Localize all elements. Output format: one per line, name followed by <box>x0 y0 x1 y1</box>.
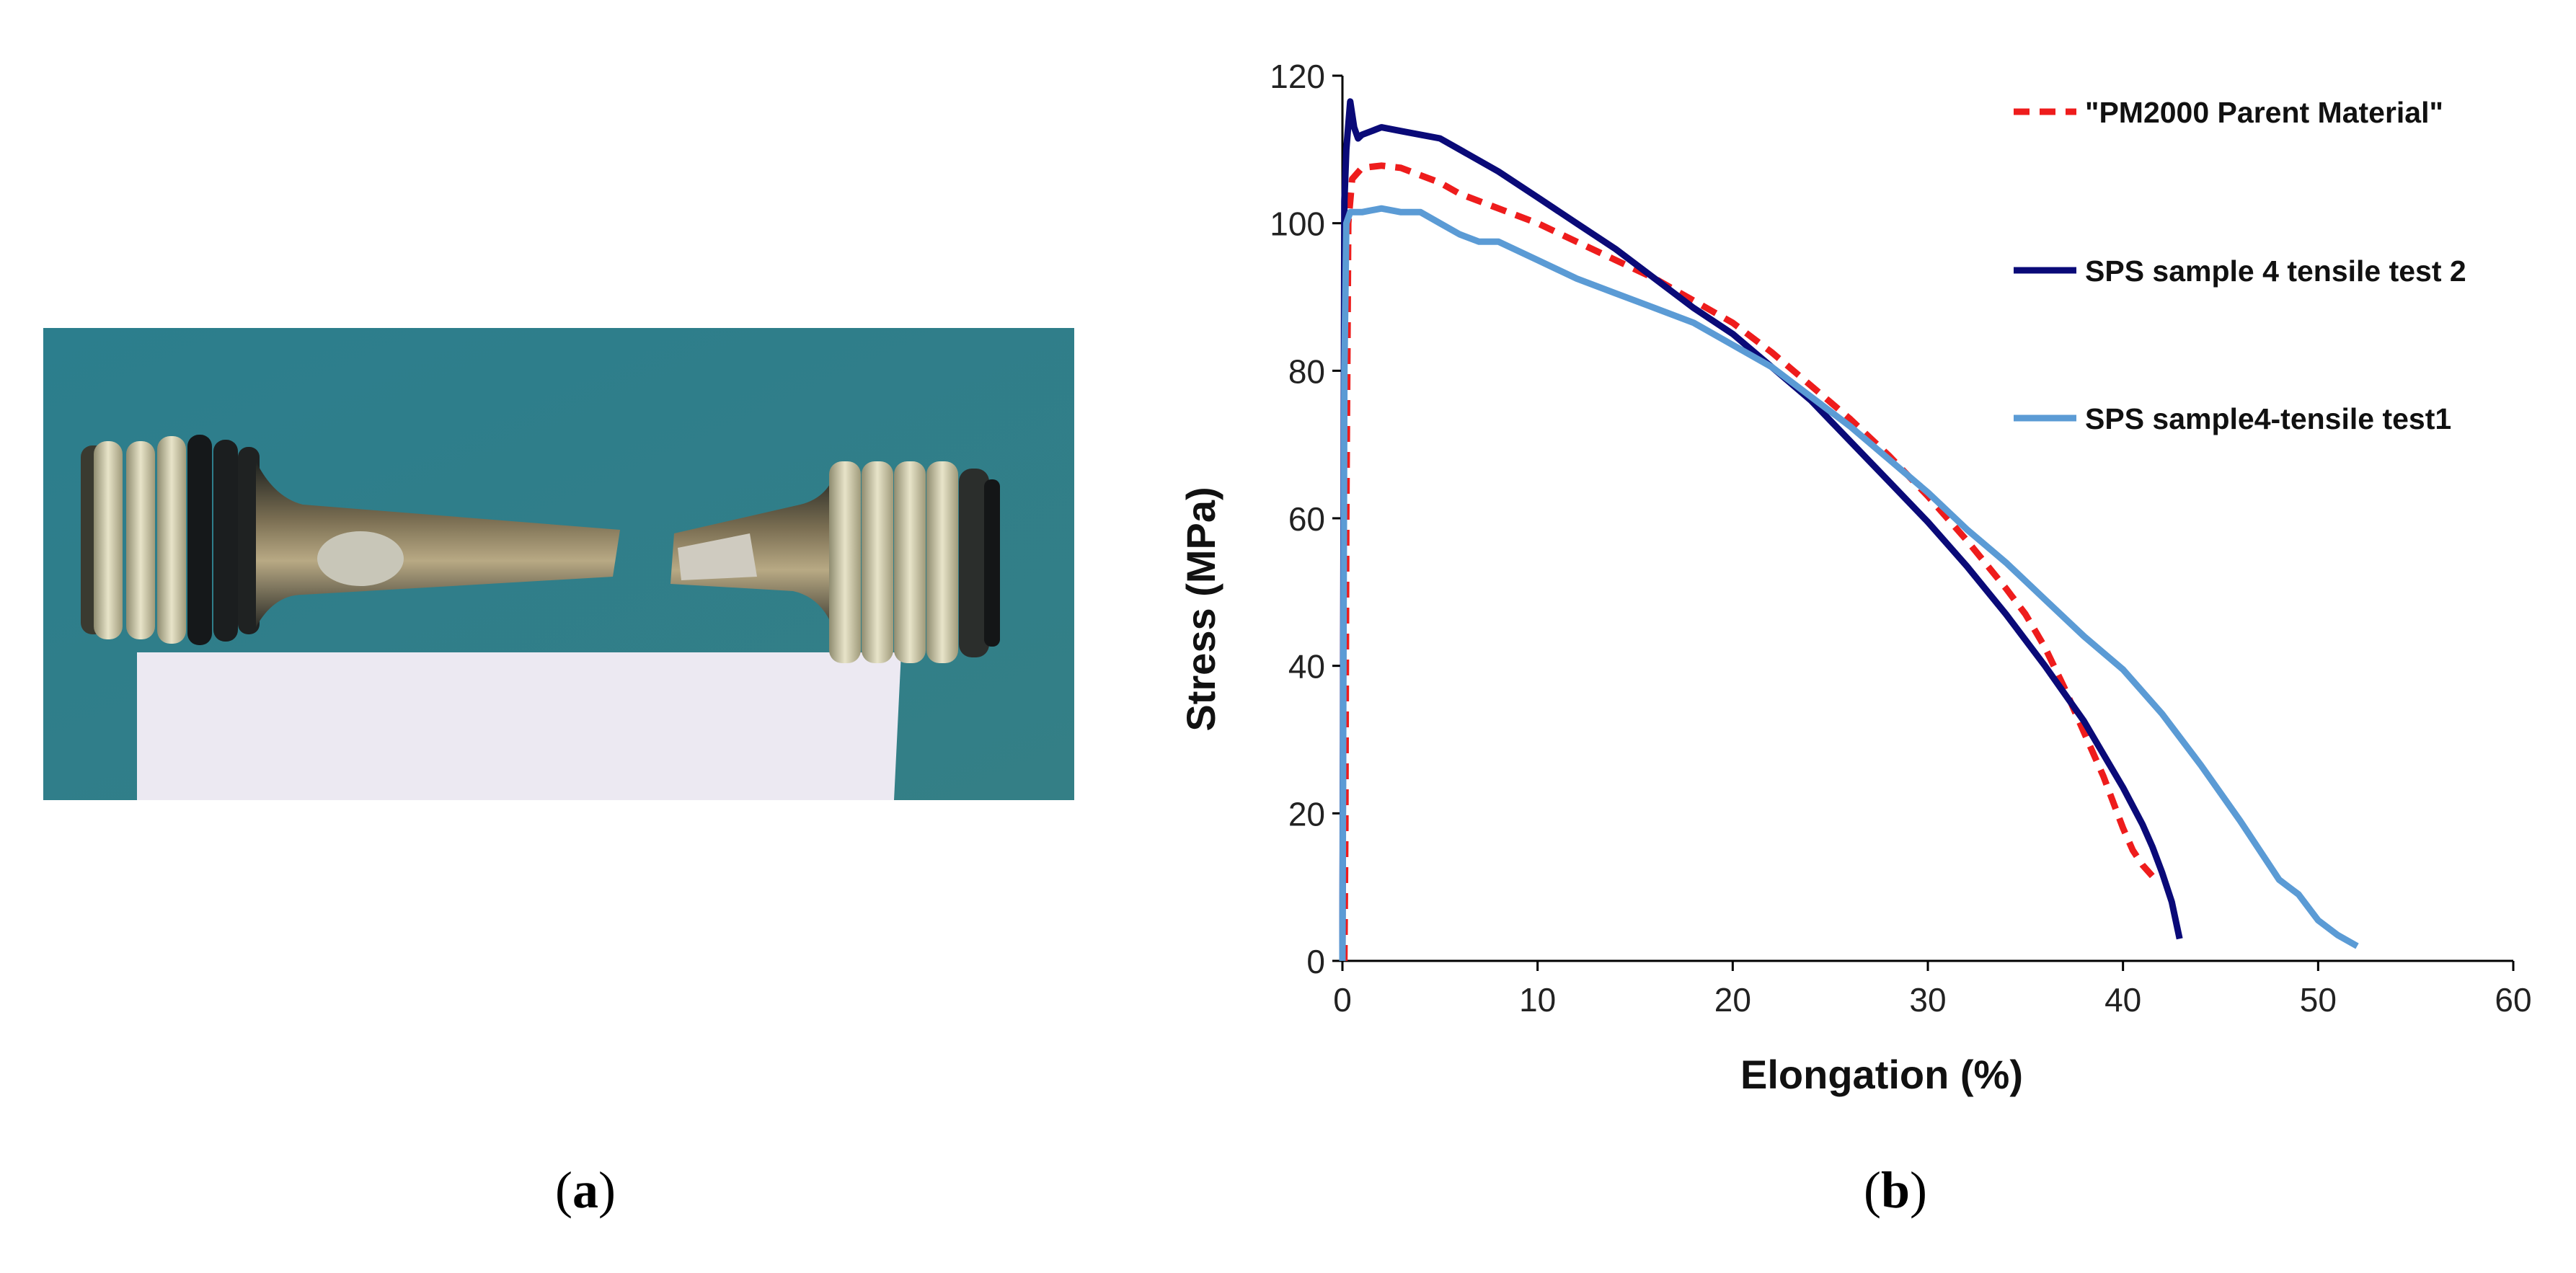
series-line-1 <box>1341 162 2155 962</box>
x-tick-label: 0 <box>1333 981 1352 1019</box>
right-shaft <box>670 469 836 638</box>
left-grip <box>81 435 260 645</box>
y-tick-label: 100 <box>1270 205 1325 243</box>
caption-a: (a) <box>555 1161 616 1219</box>
right-grip <box>829 461 1000 663</box>
x-tick-label: 50 <box>2300 981 2337 1019</box>
left-fracture-marking <box>317 531 404 586</box>
y-axis-label: Stress (MPa) <box>1178 487 1223 731</box>
y-tick-label: 40 <box>1288 648 1325 686</box>
x-tick-label: 30 <box>1909 981 1946 1019</box>
x-tick-label: 20 <box>1714 981 1751 1019</box>
y-tick-label: 0 <box>1306 943 1325 980</box>
series-lines <box>1339 98 2359 962</box>
stress-elongation-chart: 0 20 40 60 80 100 120 0 10 20 30 40 50 60 "PM2000 Par… <box>1178 58 2532 1097</box>
caption-a-letter: a <box>572 1161 598 1219</box>
series-line-2 <box>1339 98 2183 962</box>
x-axis-label: Elongation (%) <box>1740 1052 2023 1097</box>
caption-b-letter: b <box>1880 1161 1911 1219</box>
legend-label-3: SPS sample4-tensile test1 <box>2085 402 2451 435</box>
right-fracture-face <box>678 533 757 580</box>
axes: 0 20 40 60 80 100 120 0 10 20 30 40 50 60 <box>1270 58 2531 1019</box>
y-tick-label: 80 <box>1288 352 1325 390</box>
series-line-3 <box>1339 205 2359 962</box>
legend-label-2: SPS sample 4 tensile test 2 <box>2085 254 2466 288</box>
left-shaft <box>256 461 620 627</box>
legend: "PM2000 Parent Material" SPS sample 4 ten… <box>2014 96 2466 435</box>
white-paper <box>137 652 901 800</box>
photo-panel <box>0 0 1125 1269</box>
y-tick-label: 60 <box>1288 500 1325 538</box>
chart-panel: 0 20 40 60 80 100 120 0 10 20 30 40 50 60 "PM2000 Par… <box>1125 0 2576 1269</box>
legend-label-1: "PM2000 Parent Material" <box>2085 96 2443 129</box>
y-tick-label: 20 <box>1288 795 1325 833</box>
y-tick-label: 120 <box>1270 58 1325 95</box>
fractured-specimen-photo <box>43 328 1074 800</box>
x-tick-label: 60 <box>2495 981 2531 1019</box>
x-tick-label: 40 <box>2104 981 2141 1019</box>
caption-b: (b) <box>1864 1161 1928 1219</box>
x-tick-label: 10 <box>1519 981 1556 1019</box>
